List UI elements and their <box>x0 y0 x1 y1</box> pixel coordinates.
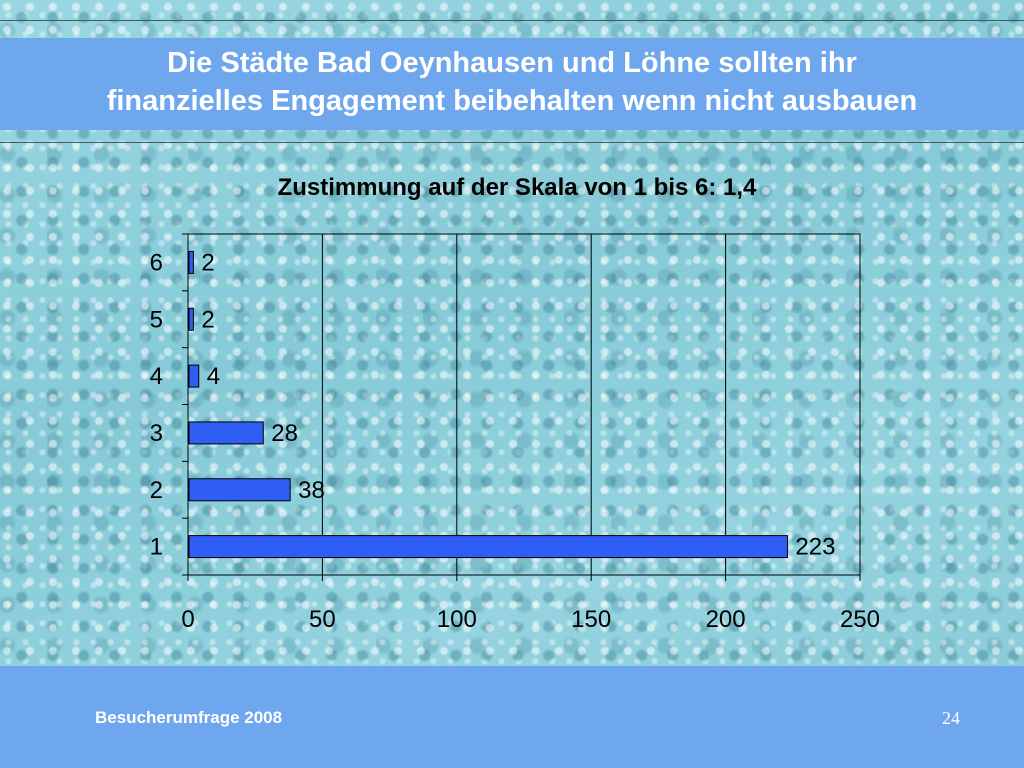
plot-frame <box>187 233 861 576</box>
chart-title: Zustimmung auf der Skala von 1 bis 6: 1,… <box>278 174 757 201</box>
data-label: 38 <box>298 477 325 504</box>
bottom-rule <box>0 142 1024 143</box>
top-rule <box>0 20 1024 21</box>
data-label: 28 <box>271 420 298 447</box>
gridlines <box>321 234 727 575</box>
data-label: 4 <box>207 363 220 390</box>
data-label: 2 <box>201 306 214 333</box>
y-tick-label: 2 <box>150 477 163 504</box>
y-tick-label: 5 <box>150 306 163 333</box>
bar <box>188 364 200 388</box>
title-band <box>0 38 1024 130</box>
bar-chart: Zustimmung auf der Skala von 1 bis 6: 1,… <box>150 174 880 633</box>
bars <box>188 250 788 559</box>
bar <box>188 250 194 274</box>
bar <box>188 478 291 502</box>
slide-title: Die Städte Bad Oeynhausen und Löhne soll… <box>0 44 1024 120</box>
bar <box>188 421 264 445</box>
axes <box>182 233 861 581</box>
x-tick-label: 0 <box>181 606 194 633</box>
data-label: 2 <box>201 249 214 276</box>
x-tick-label: 150 <box>571 606 611 633</box>
footer-text: Besucherumfrage 2008 <box>95 708 283 727</box>
slide-title-line-2: finanzielles Engagement beibehalten wenn… <box>106 85 918 117</box>
x-tick-label: 250 <box>840 606 880 633</box>
bar <box>188 307 194 331</box>
x-tick-label: 50 <box>309 606 336 633</box>
y-tick-label: 6 <box>150 249 163 276</box>
x-tick-label: 200 <box>706 606 746 633</box>
y-tick-label: 4 <box>150 363 163 390</box>
labels: 0 50 100 150 200 250 1 223 2 38 3 28 4 4 5 2 6 2 <box>150 249 880 633</box>
x-tick-label: 100 <box>437 606 477 633</box>
slide-title-line-1: Die Städte Bad Oeynhausen und Löhne soll… <box>167 47 857 79</box>
page-number: 24 <box>942 708 960 728</box>
bar <box>188 535 788 559</box>
data-label: 223 <box>795 534 835 561</box>
y-tick-label: 3 <box>150 420 163 447</box>
footer-band <box>0 666 1024 768</box>
y-tick-label: 1 <box>150 534 163 561</box>
